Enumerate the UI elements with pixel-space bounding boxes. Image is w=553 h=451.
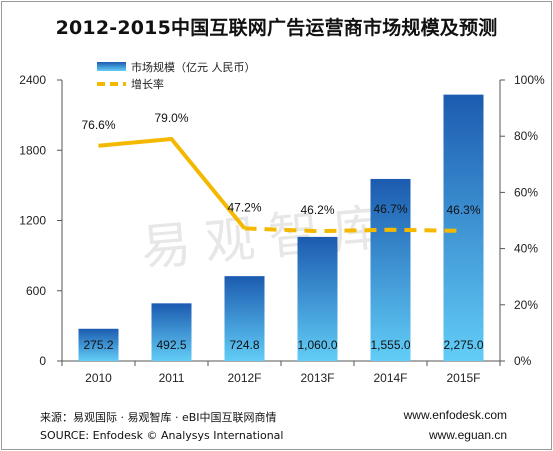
- bar-value-label: 724.8: [229, 338, 259, 352]
- growth-line-actual: [98, 137, 247, 230]
- y-right-tick-label: 60%: [514, 185, 538, 199]
- footer-url-eguan[interactable]: www.eguan.cn: [428, 428, 507, 442]
- footer-source-en: SOURCE: Enfodesk © Analysys Internationa…: [40, 429, 284, 442]
- bar: [297, 236, 338, 361]
- footer-source-cn: 来源：易观国际 · 易观智库 · eBI中国互联网商情: [40, 411, 277, 424]
- y-right-tick-label: 80%: [514, 129, 538, 143]
- x-tick-label: 2010: [85, 371, 112, 385]
- growth-rate-label: 79.0%: [154, 111, 188, 125]
- x-tick-label: 2015F: [446, 371, 480, 385]
- y-left-tick-label: 2400: [19, 73, 46, 87]
- bar: [370, 178, 411, 361]
- growth-rate-label: 46.7%: [373, 202, 407, 216]
- legend-swatch-bar: [97, 62, 126, 71]
- growth-rate-label: 46.2%: [300, 203, 334, 217]
- bar: [224, 276, 265, 361]
- y-right-tick-label: 40%: [514, 242, 538, 256]
- bar-value-label: 2,275.0: [443, 338, 483, 352]
- x-tick-label: 2013F: [300, 371, 334, 385]
- bar-value-label: 1,555.0: [370, 338, 410, 352]
- y-left-tick-label: 600: [26, 284, 46, 298]
- bar: [78, 328, 119, 361]
- bar-value-label: 492.5: [156, 338, 186, 352]
- growth-rate-label: 46.3%: [446, 203, 480, 217]
- bar: [151, 303, 192, 361]
- x-tick-label: 2012F: [227, 371, 261, 385]
- y-left-tick-label: 0: [39, 354, 46, 368]
- y-left-tick-label: 1200: [19, 214, 46, 228]
- growth-rate-label: 76.6%: [81, 118, 115, 132]
- legend-label-bar: 市场规模（亿元 人民币）: [131, 60, 256, 74]
- watermark-text: 易观智库: [139, 197, 399, 277]
- bar-value-label: 275.2: [83, 338, 113, 352]
- chart-title: 2012-2015中国互联网广告运营商市场规模及预测: [55, 17, 498, 39]
- legend-label-line: 增长率: [131, 77, 164, 91]
- y-right-tick-label: 100%: [514, 73, 545, 87]
- growth-line-forecast: [244, 226, 464, 234]
- y-right-tick-label: 20%: [514, 298, 538, 312]
- x-tick-label: 2011: [159, 371, 185, 385]
- bar-value-label: 1,060.0: [297, 338, 337, 352]
- y-left-tick-label: 1800: [19, 143, 46, 157]
- growth-rate-label: 47.2%: [227, 200, 261, 214]
- legend: 市场规模（亿元 人民币） 增长率: [97, 60, 256, 91]
- footer-url-enfodesk[interactable]: www.enfodesk.com: [403, 408, 507, 422]
- x-tick-label: 2014F: [373, 371, 407, 385]
- bar: [443, 94, 484, 362]
- y-right-tick-label: 0%: [514, 354, 532, 368]
